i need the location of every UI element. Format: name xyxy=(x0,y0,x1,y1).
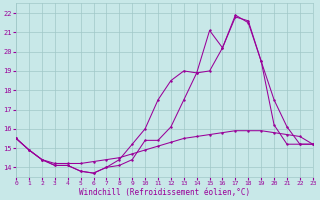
X-axis label: Windchill (Refroidissement éolien,°C): Windchill (Refroidissement éolien,°C) xyxy=(79,188,250,197)
